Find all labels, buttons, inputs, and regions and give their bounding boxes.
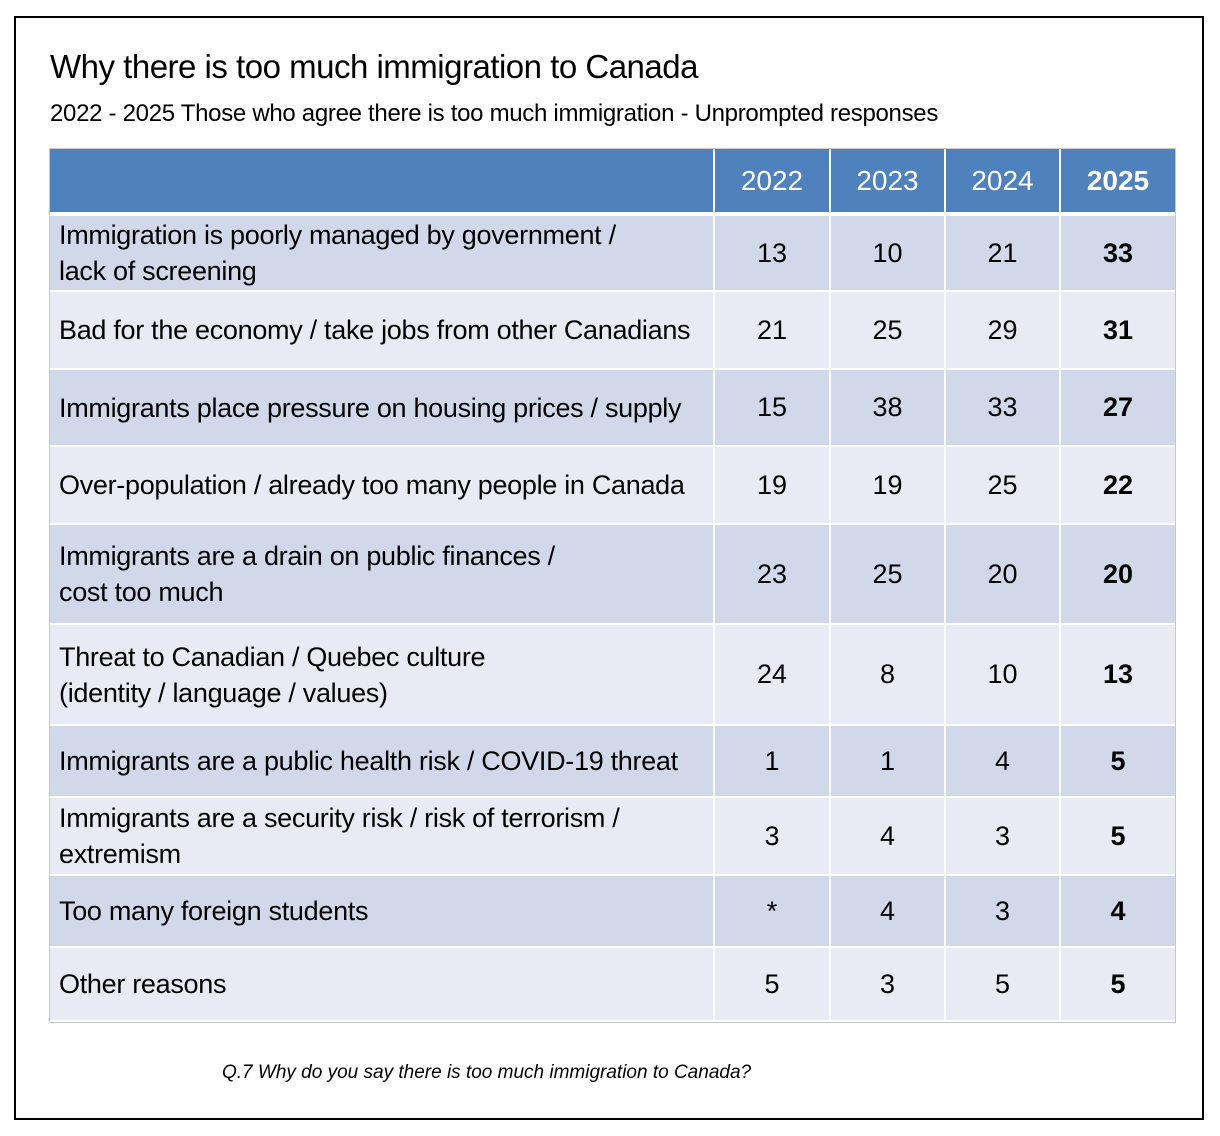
cell-value-2024: 20 — [944, 525, 1059, 625]
cell-value-2025: 5 — [1059, 798, 1175, 876]
cell-value-2025: 5 — [1059, 948, 1175, 1022]
row-label: Immigrants are a drain on public finance… — [50, 525, 713, 625]
table-row: Immigrants place pressure on housing pri… — [50, 370, 1175, 447]
header-blank-cell — [50, 149, 713, 216]
cell-value-2025: 5 — [1059, 726, 1175, 798]
cell-value-2022: 15 — [713, 370, 829, 447]
row-label: Immigrants place pressure on housing pri… — [50, 370, 713, 447]
cell-value-2023: 1 — [829, 726, 944, 798]
cell-value-2023: 19 — [829, 447, 944, 525]
row-label: Over-population / already too many peopl… — [50, 447, 713, 525]
table-row: Immigrants are a drain on public finance… — [50, 525, 1175, 625]
cell-value-2024: 3 — [944, 798, 1059, 876]
column-header-2023: 2023 — [829, 149, 944, 216]
cell-value-2023: 10 — [829, 216, 944, 292]
table-row: Immigrants are a public health risk / CO… — [50, 726, 1175, 798]
cell-value-2025: 4 — [1059, 876, 1175, 948]
row-label: Too many foreign students — [50, 876, 713, 948]
cell-value-2022: 23 — [713, 525, 829, 625]
cell-value-2024: 3 — [944, 876, 1059, 948]
table-row: Immigration is poorly managed by governm… — [50, 216, 1175, 292]
cell-value-2024: 21 — [944, 216, 1059, 292]
table-row: Other reasons 5 3 5 5 — [50, 948, 1175, 1022]
cell-value-2025: 27 — [1059, 370, 1175, 447]
cell-value-2024: 25 — [944, 447, 1059, 525]
cell-value-2022: 24 — [713, 625, 829, 726]
table-row: Over-population / already too many peopl… — [50, 447, 1175, 525]
row-label: Threat to Canadian / Quebec culture (ide… — [50, 625, 713, 726]
chart-title: Why there is too much immigration to Can… — [50, 48, 698, 85]
cell-value-2022: 1 — [713, 726, 829, 798]
cell-value-2023: 25 — [829, 292, 944, 370]
cell-value-2025: 13 — [1059, 625, 1175, 726]
cell-value-2023: 4 — [829, 876, 944, 948]
cell-value-2023: 3 — [829, 948, 944, 1022]
cell-value-2025: 33 — [1059, 216, 1175, 292]
cell-value-2023: 38 — [829, 370, 944, 447]
cell-value-2022: * — [713, 876, 829, 948]
row-label: Immigrants are a security risk / risk of… — [50, 798, 713, 876]
cell-value-2023: 4 — [829, 798, 944, 876]
cell-value-2023: 25 — [829, 525, 944, 625]
table-row: Too many foreign students * 4 3 4 — [50, 876, 1175, 948]
column-header-2025: 2025 — [1059, 149, 1175, 216]
chart-frame — [14, 16, 1204, 1120]
chart-subtitle: 2022 - 2025 Those who agree there is too… — [50, 100, 939, 127]
cell-value-2022: 3 — [713, 798, 829, 876]
table-row: Immigrants are a security risk / risk of… — [50, 798, 1175, 876]
table-header-row: 2022 2023 2024 2025 — [50, 149, 1175, 216]
cell-value-2022: 21 — [713, 292, 829, 370]
cell-value-2025: 20 — [1059, 525, 1175, 625]
data-table: 2022 2023 2024 2025 Immigration is poorl… — [49, 148, 1176, 1023]
cell-value-2025: 22 — [1059, 447, 1175, 525]
cell-value-2024: 33 — [944, 370, 1059, 447]
column-header-2024: 2024 — [944, 149, 1059, 216]
table-row: Bad for the economy / take jobs from oth… — [50, 292, 1175, 370]
cell-value-2022: 19 — [713, 447, 829, 525]
table-body: Immigration is poorly managed by governm… — [50, 216, 1175, 1022]
column-header-2022: 2022 — [713, 149, 829, 216]
cell-value-2024: 4 — [944, 726, 1059, 798]
row-label: Other reasons — [50, 948, 713, 1022]
cell-value-2024: 29 — [944, 292, 1059, 370]
cell-value-2022: 5 — [713, 948, 829, 1022]
cell-value-2024: 10 — [944, 625, 1059, 726]
row-label: Bad for the economy / take jobs from oth… — [50, 292, 713, 370]
row-label: Immigration is poorly managed by governm… — [50, 216, 713, 292]
cell-value-2022: 13 — [713, 216, 829, 292]
cell-value-2023: 8 — [829, 625, 944, 726]
row-label: Immigrants are a public health risk / CO… — [50, 726, 713, 798]
footnote: Q.7 Why do you say there is too much imm… — [222, 1062, 752, 1083]
cell-value-2025: 31 — [1059, 292, 1175, 370]
cell-value-2024: 5 — [944, 948, 1059, 1022]
table-row: Threat to Canadian / Quebec culture (ide… — [50, 625, 1175, 726]
